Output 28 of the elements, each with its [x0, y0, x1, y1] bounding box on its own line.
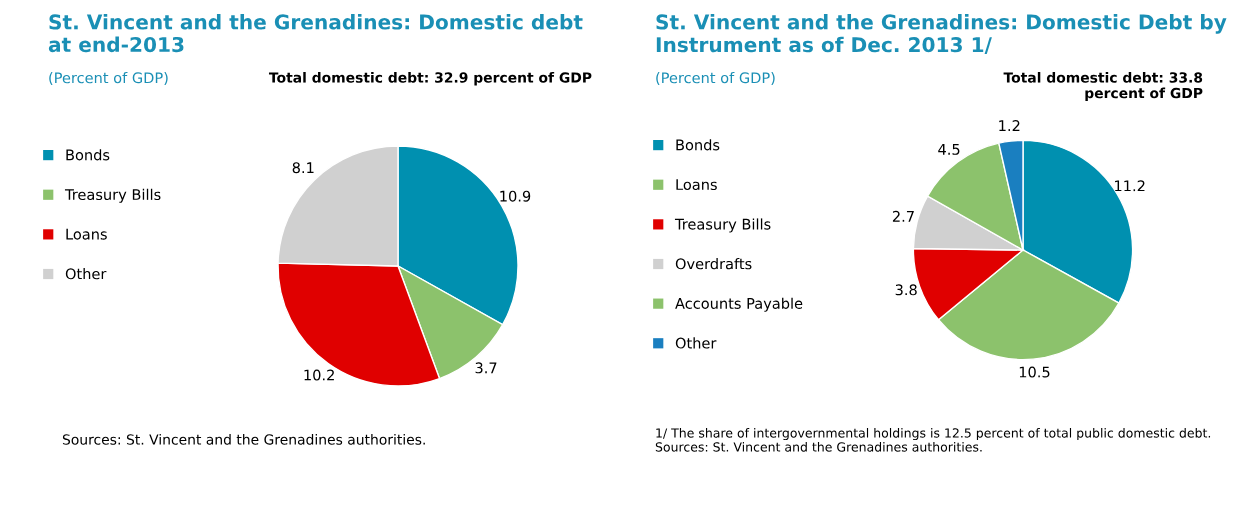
- data-label: 10.2: [304, 369, 334, 381]
- text: 1/ The share of intergovernmental holdings is 12.5 percent of total public domestic debt. Sources: St. Vincent and the Grenadines authorities.: [655, 428, 1211, 452]
- data-label: 2.7: [892, 210, 914, 222]
- legend-label: Treasury Bills: [64, 188, 161, 203]
- legend-label: Other: [675, 337, 717, 349]
- text: Total domestic debt: 32.9 percent of GDP: [268, 72, 592, 86]
- text: Total domestic debt: 33.8 percent of GDP: [1003, 72, 1203, 101]
- chart-subtitle: (Percent of GDP): [656, 72, 775, 85]
- legend-label: Bonds: [676, 139, 720, 151]
- legend-label: Treasury Bills: [674, 218, 771, 233]
- legend-label: Overdrafts: [675, 258, 752, 270]
- legend-label: Loans: [676, 179, 717, 191]
- chart-subtitle: (Percent of GDP): [49, 72, 168, 85]
- chart-title: St. Vincent and the Grenadines: Domestic debt at end-2013: [48, 14, 583, 53]
- legend-label: Loans: [66, 228, 107, 240]
- data-label: 10.9: [500, 190, 531, 202]
- legend-label: Bonds: [66, 149, 110, 161]
- legend-label: Accounts Payable: [675, 297, 803, 312]
- data-label: 11.2: [1115, 180, 1145, 192]
- data-label: 3.8: [895, 284, 917, 296]
- data-label: 1.2: [999, 120, 1020, 131]
- data-label: 4.5: [938, 144, 960, 155]
- source-note: Sources: St. Vincent and the Grenadines authorities.: [62, 434, 425, 445]
- chart-title: St. Vincent and the Grenadines: Domestic Debt by Instrument as of Dec. 2013 1/: [656, 14, 1227, 54]
- data-label: 10.5: [1019, 366, 1050, 378]
- data-label: 3.7: [475, 362, 497, 374]
- data-label: 8.1: [292, 162, 314, 174]
- legend-label: Other: [65, 268, 107, 280]
